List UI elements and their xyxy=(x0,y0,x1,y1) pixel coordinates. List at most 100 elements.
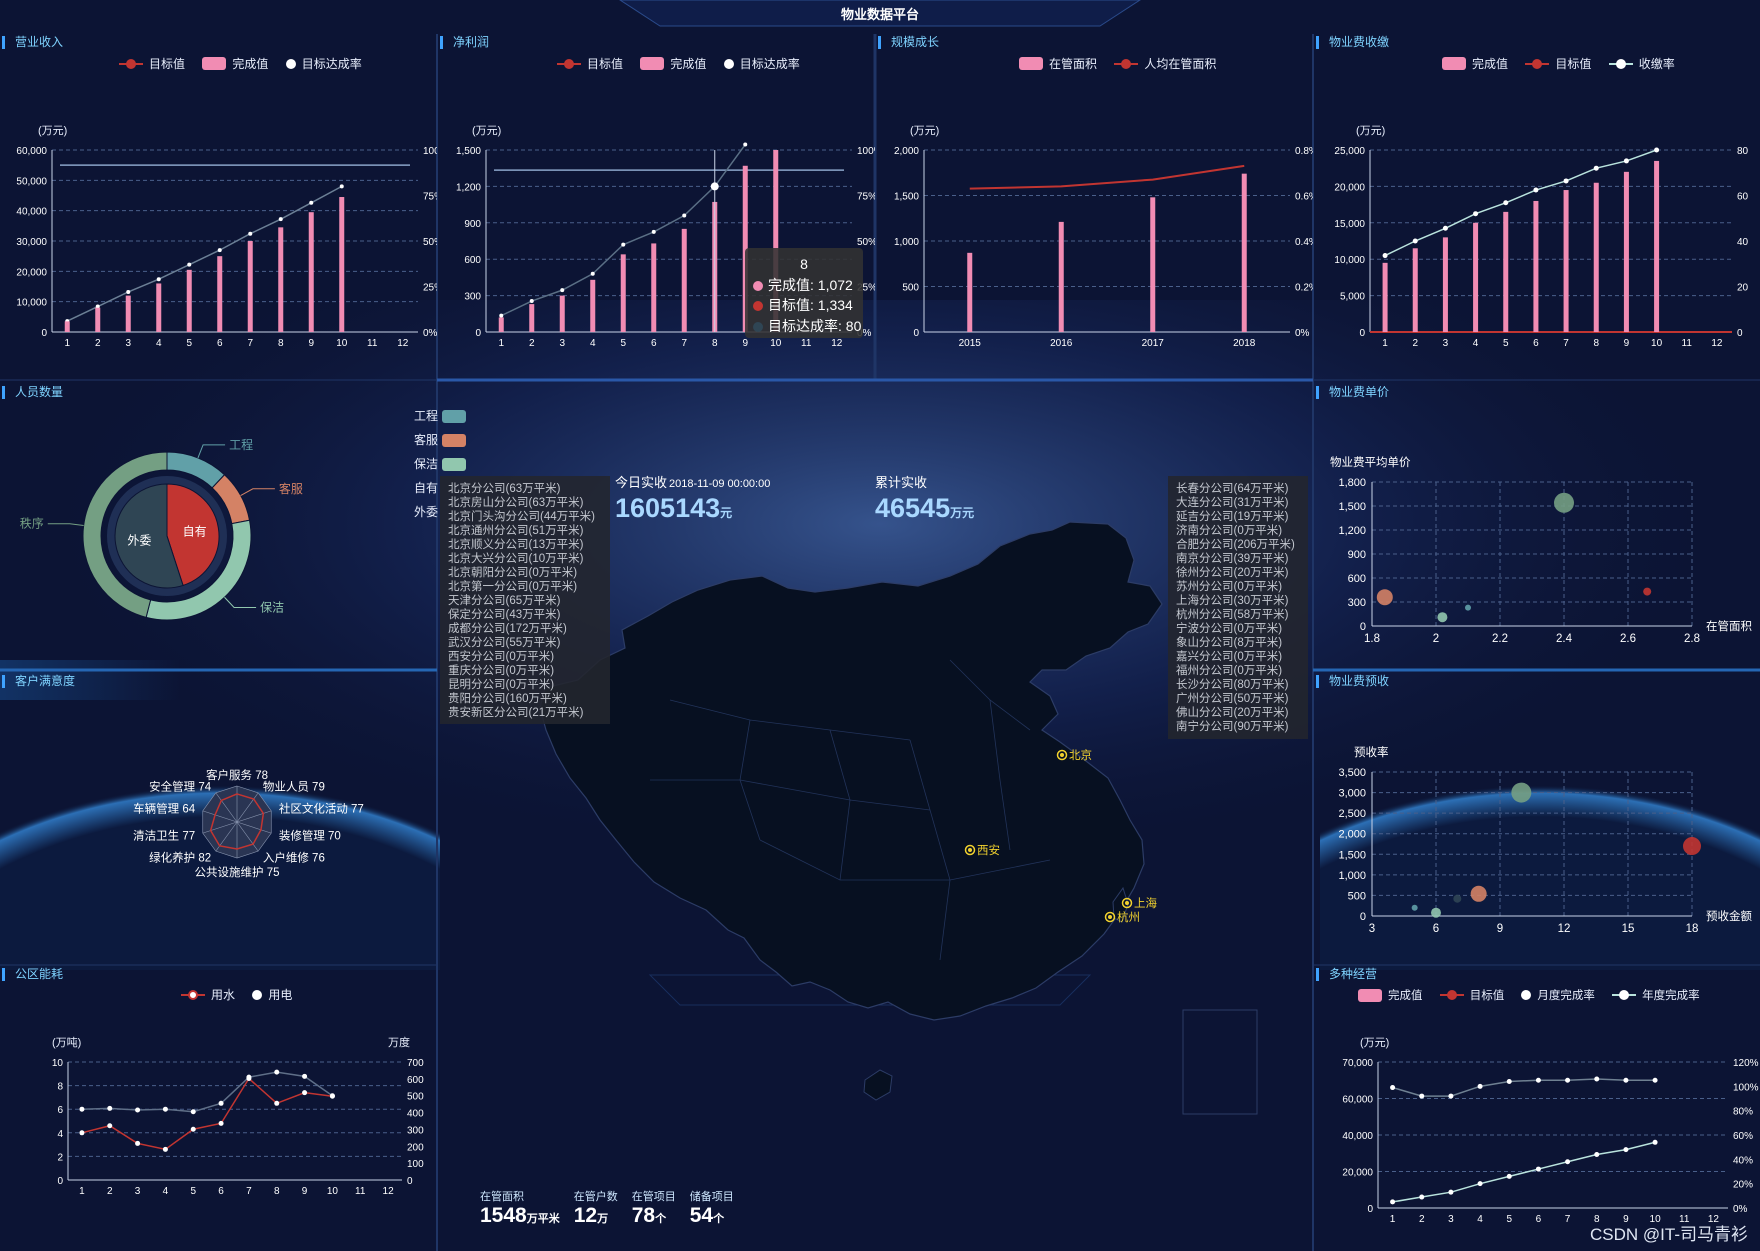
bar xyxy=(498,317,504,332)
staff-legend[interactable]: 工程 客服 保洁 自有 外委 xyxy=(414,404,467,524)
branch-item[interactable]: 保定分公司(43万平米) xyxy=(448,609,561,621)
city-label: 杭州 xyxy=(1117,910,1140,924)
x-tick-label: 10 xyxy=(327,1186,339,1197)
branch-item[interactable]: 福州分公司(0万平米) xyxy=(1176,665,1283,677)
branch-item[interactable]: 上海分公司(30万平米) xyxy=(1176,595,1289,607)
pie-outer-label: 秩序 xyxy=(20,516,44,531)
branch-item[interactable]: 北京顺义分公司(13万平米) xyxy=(448,539,584,551)
series-point xyxy=(1419,1093,1425,1099)
legend-yearly-rate-label: 年度完成率 xyxy=(1642,990,1700,1002)
branch-item[interactable]: 济南分公司(0万平米) xyxy=(1176,525,1283,537)
branch-item[interactable]: 武汉分公司(55万平米) xyxy=(448,637,561,649)
revenue-legend[interactable]: 目标值 完成值 目标达成率 xyxy=(105,55,362,72)
branch-item[interactable]: 广州分公司(50万平米) xyxy=(1176,693,1289,705)
branch-list-right[interactable]: 长春分公司(64万平米) 大连分公司(31万平米) 延吉分公司(19万平米) 济南分公… xyxy=(1168,476,1308,739)
series-point xyxy=(329,1093,335,1099)
series-point xyxy=(1652,1077,1658,1083)
x-tick-label: 6 xyxy=(1433,923,1439,935)
legend-done-label: 完成值 xyxy=(670,57,707,71)
legend-rate-label: 目标达成率 xyxy=(301,57,362,71)
branch-list-left[interactable]: 北京分公司(63万平米) 北京房山分公司(63万平米) 北京门头沟分公司(44万平米… xyxy=(440,476,610,724)
branch-item[interactable]: 西安分公司(0万平米) xyxy=(448,651,555,663)
y2-tick-label: 60 xyxy=(1737,192,1749,203)
legend-service[interactable]: 客服 xyxy=(414,428,467,452)
watermark: CSDN @IT-司马青衫 xyxy=(1590,1225,1748,1244)
scale-growth-legend[interactable]: 在管面积 人均在管面积 xyxy=(1005,55,1216,72)
branch-item[interactable]: 昆明分公司(0万平米) xyxy=(448,679,555,691)
branch-item[interactable]: 南宁分公司(90万平米) xyxy=(1176,721,1289,733)
y-tick-label: 500 xyxy=(902,283,919,294)
energy-panel-title: 公区能耗 xyxy=(2,968,63,981)
bar xyxy=(1382,262,1388,332)
bar xyxy=(217,256,223,332)
branch-item[interactable]: 北京第一分公司(0万平米) xyxy=(448,581,578,593)
legend-cleaning-label: 保洁 xyxy=(414,457,439,471)
legend-target-label: 目标值 xyxy=(1555,57,1592,71)
branch-item[interactable]: 贵阳分公司(160万平米) xyxy=(448,693,567,705)
legend-outsourced[interactable]: 外委 xyxy=(414,500,466,524)
series-point xyxy=(309,200,314,205)
branch-item[interactable]: 大连分公司(31万平米) xyxy=(1176,497,1289,509)
fee-collection-legend[interactable]: 完成值 目标值 收缴率 xyxy=(1428,55,1675,72)
y-tick-label: 15,000 xyxy=(1334,219,1365,230)
branch-item[interactable]: 杭州分公司(58万平米) xyxy=(1176,609,1289,621)
scatter-point xyxy=(1431,907,1441,918)
legend-area-label: 在管面积 xyxy=(1049,57,1098,71)
legend-engineering[interactable]: 工程 xyxy=(414,404,467,428)
branch-item[interactable]: 北京房山分公司(63万平米) xyxy=(448,497,584,509)
y2-tick-label: 700 xyxy=(407,1058,424,1069)
branch-item[interactable]: 北京分公司(63万平米) xyxy=(448,483,561,495)
series-line xyxy=(1392,1141,1656,1203)
branch-item[interactable]: 象山分公司(8万平米) xyxy=(1176,637,1283,649)
branch-item[interactable]: 成都分公司(172万平米) xyxy=(448,623,567,635)
bar xyxy=(1563,190,1569,332)
y-tick-label: 3,500 xyxy=(1338,767,1366,779)
y-axis-unit: (万吨) xyxy=(52,1036,81,1049)
branch-item[interactable]: 徐州分公司(20万平米) xyxy=(1176,567,1289,579)
bar xyxy=(186,269,192,332)
y2-tick-label: 0.4% xyxy=(1295,237,1313,248)
branch-item[interactable]: 北京朝阳分公司(0万平米) xyxy=(448,567,578,579)
stat-value: 12 xyxy=(573,1204,598,1227)
branch-item[interactable]: 天津分公司(65万平米) xyxy=(448,595,561,607)
y-tick-label: 30,000 xyxy=(16,237,47,248)
y-tick-label: 900 xyxy=(464,219,481,230)
y-tick-label: 40,000 xyxy=(16,207,47,218)
x-tick-label: 15 xyxy=(1622,923,1635,935)
branch-item[interactable]: 佛山分公司(20万平米) xyxy=(1176,707,1289,719)
branch-item[interactable]: 苏州分公司(0万平米) xyxy=(1176,581,1283,593)
energy-legend[interactable]: 用水 用电 xyxy=(167,986,292,1003)
y2-tick-label: 100% xyxy=(1733,1082,1759,1093)
scatter-point xyxy=(1411,904,1418,911)
x-tick-label: 1.8 xyxy=(1364,633,1380,645)
series-line xyxy=(81,1077,333,1151)
branch-item[interactable]: 北京门头沟分公司(44万平米) xyxy=(448,511,595,523)
x-tick-label: 11 xyxy=(1682,338,1693,349)
scatter-point xyxy=(1643,587,1652,596)
branch-item[interactable]: 延吉分公司(19万平米) xyxy=(1176,511,1289,523)
branch-item[interactable]: 南京分公司(39万平米) xyxy=(1176,553,1289,565)
branch-item[interactable]: 长春分公司(64万平米) xyxy=(1176,483,1289,495)
branch-item[interactable]: 长沙分公司(80万平米) xyxy=(1176,679,1289,691)
branch-item[interactable]: 宁波分公司(0万平米) xyxy=(1176,623,1283,635)
branch-item[interactable]: 贵安新区分公司(21万平米) xyxy=(448,707,584,719)
scatter-point xyxy=(1437,612,1448,623)
branch-item[interactable]: 北京通州分公司(51万平米) xyxy=(448,525,584,537)
radar-axis xyxy=(202,821,238,834)
series-point xyxy=(248,231,253,236)
y2-tick-label: 300 xyxy=(407,1125,424,1136)
pie-inner-label: 外委 xyxy=(127,533,151,547)
legend-own[interactable]: 自有 xyxy=(414,476,466,500)
branch-item[interactable]: 重庆分公司(0万平米) xyxy=(448,665,555,677)
branch-item[interactable]: 北京大兴分公司(10万平米) xyxy=(448,553,584,565)
x-tick-label: 12 xyxy=(1708,1214,1720,1225)
branch-item[interactable]: 合肥分公司(206万平米) xyxy=(1176,539,1295,551)
multi-business-legend[interactable]: 完成值 目标值 月度完成率 年度完成率 xyxy=(1358,987,1700,1003)
y-tick-label: 60,000 xyxy=(1342,1095,1373,1106)
legend-cleaning[interactable]: 保洁 xyxy=(414,452,467,476)
net-profit-legend[interactable]: 目标值 完成值 目标达成率 xyxy=(543,55,800,72)
branch-item[interactable]: 嘉兴分公司(0万平米) xyxy=(1176,651,1283,663)
hainan-island xyxy=(863,1069,893,1101)
series-point xyxy=(1473,211,1479,217)
